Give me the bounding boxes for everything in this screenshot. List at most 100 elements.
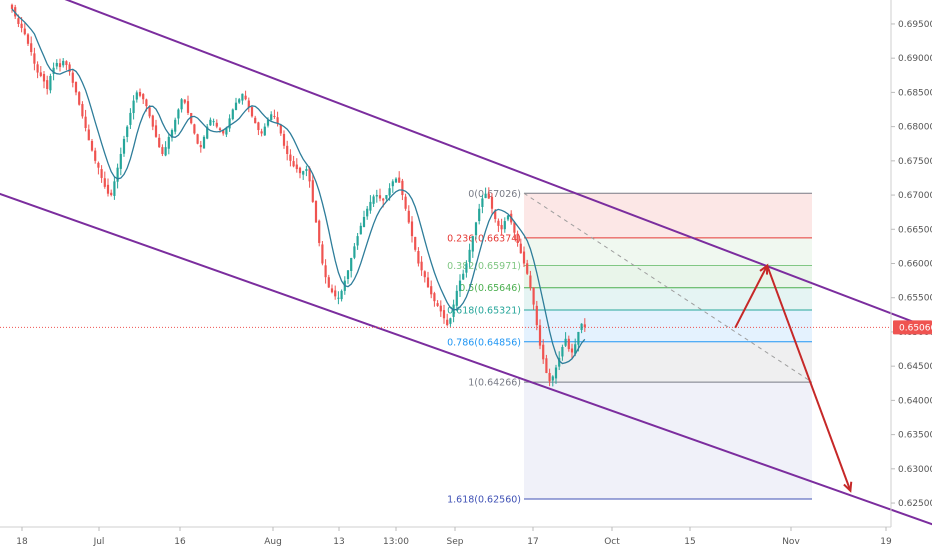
candle: [410, 216, 414, 243]
candle: [420, 256, 423, 276]
candle: [260, 128, 263, 137]
candle: [250, 106, 254, 118]
candle: [292, 155, 295, 168]
candle: [23, 22, 26, 36]
candle: [100, 165, 103, 183]
candle: [103, 171, 106, 189]
candle: [532, 287, 535, 310]
candle: [484, 187, 487, 199]
candle: [158, 133, 161, 148]
candle: [545, 354, 548, 374]
fibonacci-level-label: 0.786(0.64856): [447, 337, 521, 348]
last-price-tag: 0.65066: [893, 320, 932, 335]
price-axis[interactable]: 0.69500 0.69000 0.68500 0.68000 0.67500 0.670…: [891, 20, 932, 509]
candle: [286, 140, 289, 161]
time-tick-label: 19: [880, 537, 892, 547]
fibonacci-zone: [524, 237, 812, 266]
candle: [78, 91, 81, 106]
candle: [10, 3, 14, 13]
channel-lines[interactable]: [0, 0, 932, 527]
candle: [247, 97, 250, 113]
candle: [234, 97, 238, 111]
candle: [561, 344, 564, 361]
candle: [330, 284, 334, 294]
candle: [311, 173, 314, 203]
candle: [71, 69, 74, 88]
candle: [535, 300, 538, 331]
candle: [244, 90, 247, 101]
candle: [55, 59, 58, 70]
candle: [26, 33, 30, 47]
candle: [526, 259, 529, 275]
candle: [474, 221, 478, 240]
fibonacci-zone: [524, 193, 812, 238]
price-tick-label: 0.67000: [898, 191, 932, 201]
candle: [353, 242, 356, 260]
candle: [417, 247, 420, 267]
candle: [551, 375, 554, 387]
moving-average-line: [11, 8, 586, 365]
candle: [346, 270, 350, 284]
candle: [465, 260, 468, 278]
candle: [193, 123, 196, 135]
candle: [385, 195, 388, 201]
candle: [295, 158, 298, 173]
candle: [58, 58, 62, 72]
time-axis[interactable]: 18 Jul 16 Aug 13 13:00 Sep 17 Oct 15 Nov 19: [16, 527, 892, 547]
candle: [151, 114, 154, 131]
fibonacci-labels: 0(0.67026) 0.236(0.66374) 0.382(0.65971) 0.…: [447, 189, 521, 506]
time-tick-label: 13:00: [383, 537, 409, 547]
candle: [30, 36, 33, 56]
candle: [241, 93, 244, 105]
candle: [500, 218, 503, 236]
candle: [471, 236, 474, 258]
candle: [231, 108, 234, 121]
candle: [334, 285, 337, 300]
fibonacci-level-label: 1.618(0.62560): [447, 494, 521, 505]
time-tick-label: Sep: [447, 537, 464, 547]
candle: [522, 246, 526, 268]
time-tick-label: Aug: [264, 537, 282, 547]
candle: [263, 123, 266, 136]
candle: [570, 343, 574, 360]
candle: [177, 108, 180, 125]
price-tick-label: 0.64000: [898, 396, 932, 406]
candle: [378, 188, 382, 202]
fibonacci-level-label: 1(0.64266): [468, 378, 521, 389]
channel-line[interactable]: [0, 147, 932, 527]
projection-arrows[interactable]: [734, 263, 853, 493]
candle: [321, 241, 324, 266]
time-tick-label: Jul: [93, 537, 105, 547]
candle: [366, 205, 369, 220]
projection-arrow[interactable]: [766, 265, 853, 493]
candle: [375, 189, 378, 203]
candle: [548, 368, 551, 387]
price-tick-label: 0.63500: [898, 431, 932, 441]
candle: [458, 274, 462, 298]
price-tick-label: 0.64500: [898, 362, 932, 372]
candle: [196, 133, 199, 145]
candle: [337, 291, 340, 305]
candle: [372, 194, 375, 208]
candle: [46, 75, 49, 95]
candle: [161, 144, 164, 157]
price-tick-label: 0.68000: [898, 123, 932, 133]
price-tick-label: 0.69000: [898, 54, 932, 64]
candle: [439, 300, 442, 317]
candle: [340, 289, 343, 302]
candle: [74, 81, 78, 96]
candle: [206, 123, 209, 140]
candle: [94, 147, 97, 164]
time-tick-label: 18: [16, 537, 28, 547]
candle: [462, 269, 465, 281]
candle: [148, 105, 151, 119]
time-tick-label: Nov: [782, 537, 800, 547]
candle: [478, 203, 481, 225]
candle: [36, 61, 39, 79]
candle: [356, 232, 359, 250]
candle: [180, 98, 183, 113]
candle: [391, 179, 394, 193]
channel-line[interactable]: [44, 0, 932, 332]
candle: [135, 90, 138, 103]
